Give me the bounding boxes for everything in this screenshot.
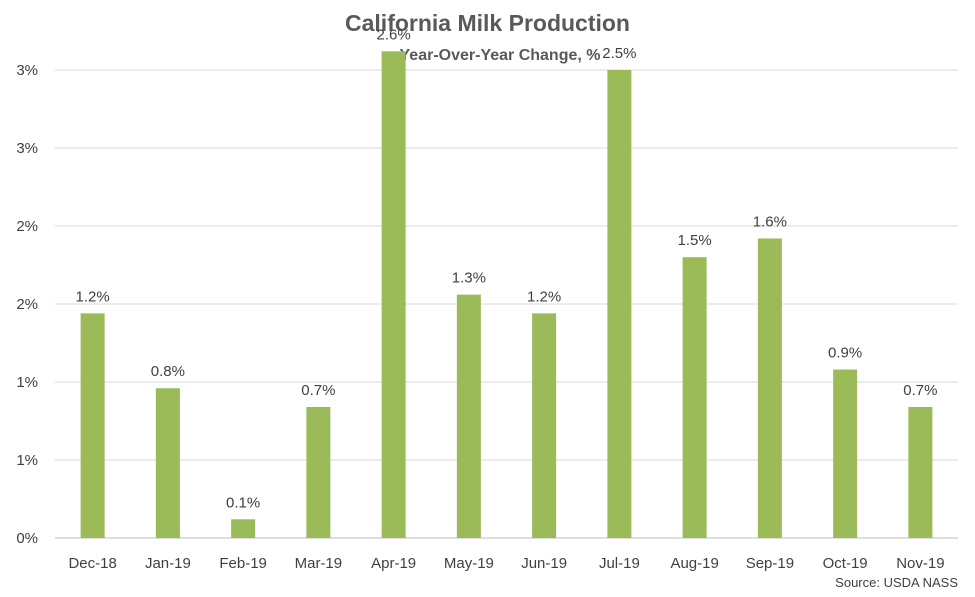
x-tick-label: Mar-19 [295,555,343,572]
data-label: 1.5% [678,232,712,249]
x-tick-label: Sep-19 [746,555,794,572]
bar [908,406,933,538]
bar [833,369,858,538]
y-tick-label: 2% [16,296,38,313]
bar [757,238,782,539]
source-note: Source: USDA NASS [835,575,958,590]
data-label: 0.7% [301,382,335,399]
x-tick-label: May-19 [444,555,494,572]
data-label: 1.2% [527,288,561,305]
y-tick-label: 3% [16,62,38,79]
x-tick-label: Jul-19 [599,555,640,572]
chart-subtitle: Year-Over-Year Change, % [400,47,601,64]
data-label: 1.6% [753,213,787,230]
x-tick-label: Aug-19 [670,555,718,572]
x-tick-label: Feb-19 [219,555,267,572]
data-label: 0.9% [828,345,862,362]
y-tick-label: 1% [16,374,38,391]
data-label: 0.7% [903,382,937,399]
y-axis-ticks: 0% 1% 1% 2% 2% 3% 3% [16,62,38,547]
bars [80,51,933,539]
data-label: 2.6% [377,26,411,43]
data-label: 0.1% [226,494,260,511]
bar [155,388,180,538]
data-label: 1.2% [76,288,110,305]
x-tick-label: Nov-19 [896,555,944,572]
chart-title: California Milk Production [345,10,630,36]
data-label: 1.3% [452,270,486,287]
bar [306,406,331,538]
bar [456,294,481,538]
bar [80,313,105,538]
x-tick-label: Dec-18 [68,555,116,572]
y-tick-label: 1% [16,452,38,469]
data-label: 2.5% [602,45,636,62]
x-tick-label: Jan-19 [145,555,191,572]
x-tick-label: Jun-19 [521,555,567,572]
bar [381,51,406,538]
y-tick-label: 3% [16,140,38,157]
x-axis-ticks: Dec-18 Jan-19 Feb-19 Mar-19 Apr-19 May-19 Jun-… [68,555,944,572]
x-tick-label: Oct-19 [823,555,868,572]
gridlines [55,69,958,539]
y-tick-label: 0% [16,530,38,547]
bar [231,519,256,538]
bar [532,313,557,538]
y-tick-label: 2% [16,218,38,235]
bar [607,70,632,538]
data-labels: 1.2% 0.8% 0.1% 0.7% 2.6% 1.3% 1.2% 2.5% 1.5% 1.6%… [76,26,938,511]
bar [682,257,707,538]
x-tick-label: Apr-19 [371,555,416,572]
data-label: 0.8% [151,363,185,380]
